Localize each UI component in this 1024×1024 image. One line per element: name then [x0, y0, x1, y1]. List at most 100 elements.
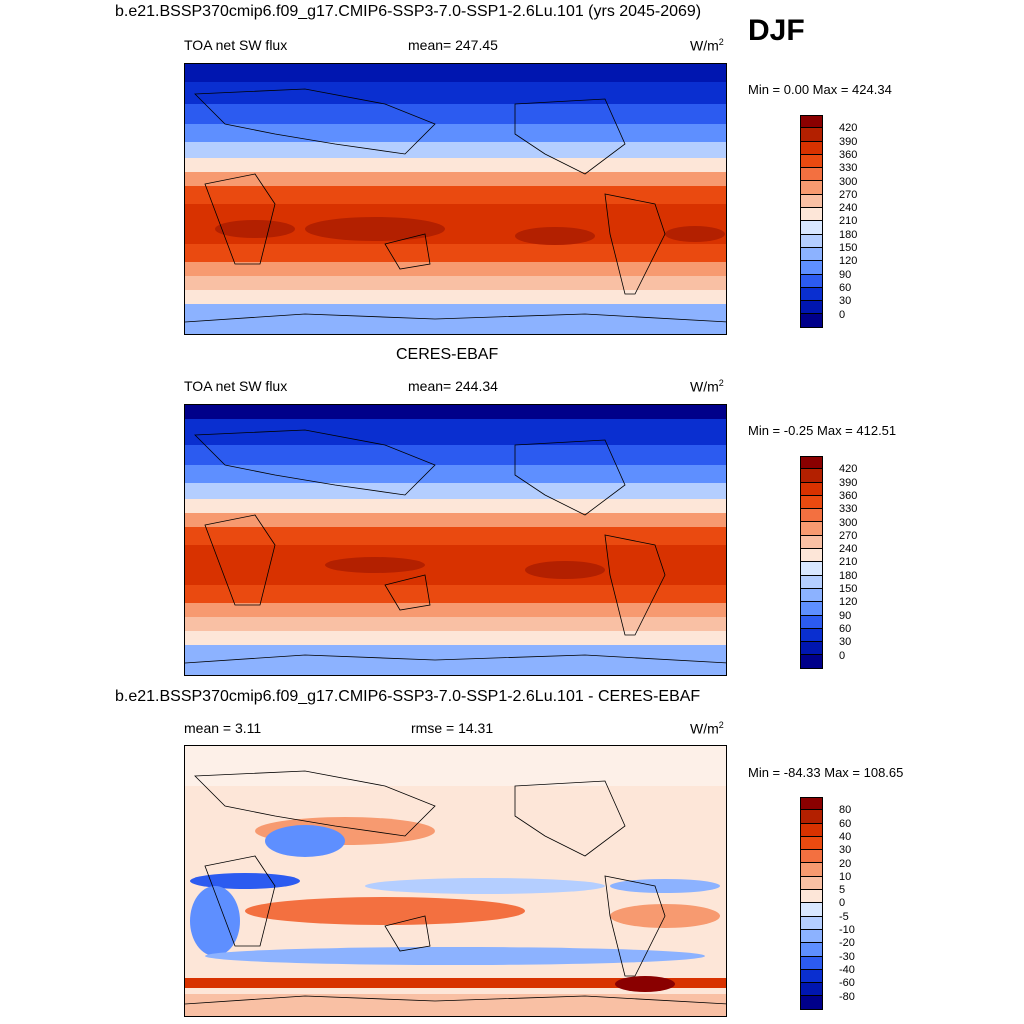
panel1-variable-label: TOA net SW flux: [184, 37, 288, 53]
colorbar-swatch: [800, 181, 823, 195]
colorbar-swatch: [800, 890, 823, 904]
panel2-minmax: Min = -0.25 Max = 412.51: [748, 423, 897, 438]
colorbar-swatch: [800, 562, 823, 576]
colorbar-tick-label: 390: [839, 135, 858, 148]
colorbar-swatch: [800, 168, 823, 182]
colorbar-tick-label: 420: [839, 463, 858, 476]
colorbar-swatch: [800, 495, 823, 510]
panel2-mean-label: mean= 244.34: [408, 378, 498, 394]
colorbar-swatch: [800, 141, 823, 155]
colorbar-swatch: [800, 261, 823, 275]
colorbar-swatch: [800, 588, 823, 603]
colorbar-tick-label: 150: [839, 583, 858, 595]
colorbar-tick-label: 30: [839, 295, 852, 308]
colorbar-swatch: [800, 234, 823, 248]
panel3-title: b.e21.BSSP370cmip6.f09_g17.CMIP6-SSP3-7.…: [115, 688, 701, 705]
colorbar-tick-label: -10: [839, 924, 855, 936]
colorbar-tick-label: 20: [839, 857, 852, 870]
colorbar-tick-label: -80: [839, 990, 855, 1003]
colorbar-swatch: [800, 929, 823, 944]
panel3-colorbar: [800, 797, 823, 1010]
colorbar-swatch: [800, 863, 823, 877]
colorbar-swatch: [800, 943, 823, 957]
panel3-map-field: [185, 746, 726, 1016]
panel1-units: W/m2: [690, 37, 724, 54]
colorbar-swatch: [800, 615, 823, 629]
colorbar-swatch: [800, 969, 823, 984]
colorbar-tick-label: 360: [839, 148, 858, 161]
colorbar-swatch: [800, 247, 823, 262]
colorbar-tick-label: 360: [839, 489, 858, 502]
colorbar-swatch: [800, 482, 823, 496]
colorbar-swatch: [800, 154, 823, 169]
colorbar-swatch: [800, 642, 823, 656]
season-label: DJF: [748, 14, 805, 47]
colorbar-tick-label: 210: [839, 556, 858, 569]
colorbar-tick-label: 120: [839, 596, 858, 609]
colorbar-swatch: [800, 602, 823, 616]
colorbar-swatch: [800, 575, 823, 589]
colorbar-tick-label: 180: [839, 569, 858, 582]
colorbar-swatch: [800, 823, 823, 837]
panel2-variable-label: TOA net SW flux: [184, 378, 288, 394]
colorbar-tick-label: 10: [839, 870, 852, 883]
colorbar-swatch: [800, 996, 823, 1010]
colorbar-tick-label: 270: [839, 188, 858, 201]
colorbar-tick-label: 150: [839, 242, 858, 254]
colorbar-tick-label: 40: [839, 830, 852, 843]
panel2-colorbar: [800, 456, 823, 669]
colorbar-tick-label: -60: [839, 977, 855, 990]
colorbar-tick-label: 300: [839, 175, 858, 188]
colorbar-tick-label: 5: [839, 884, 846, 897]
colorbar-swatch: [800, 208, 823, 222]
colorbar-tick-label: -30: [839, 950, 855, 963]
colorbar-swatch: [800, 903, 823, 917]
panel2-map: [184, 404, 727, 676]
colorbar-tick-label: 30: [839, 636, 852, 649]
colorbar-tick-label: 300: [839, 516, 858, 529]
colorbar-swatch: [800, 194, 823, 209]
colorbar-tick-label: 30: [839, 844, 852, 857]
colorbar-tick-label: 60: [839, 622, 852, 635]
panel2-units: W/m2: [690, 378, 724, 395]
colorbar-swatch: [800, 810, 823, 824]
colorbar-swatch: [800, 128, 823, 142]
colorbar-swatch: [800, 655, 823, 669]
colorbar-swatch: [800, 549, 823, 563]
colorbar-tick-label: 120: [839, 255, 858, 268]
panel3-mean-label: mean = 3.11: [184, 720, 262, 736]
colorbar-tick-label: 240: [839, 202, 858, 215]
panel3-map: [184, 745, 727, 1017]
panel1-minmax: Min = 0.00 Max = 424.34: [748, 82, 892, 97]
colorbar-tick-label: 80: [839, 804, 852, 817]
colorbar-swatch: [800, 628, 823, 643]
colorbar-tick-label: 90: [839, 268, 852, 281]
colorbar-tick-label: 210: [839, 215, 858, 228]
colorbar-tick-label: -5: [839, 910, 849, 923]
colorbar-tick-label: 420: [839, 122, 858, 135]
colorbar-tick-label: 0: [839, 897, 846, 910]
colorbar-tick-label: 60: [839, 817, 852, 830]
panel1-map: [184, 63, 727, 335]
panel1-title: b.e21.BSSP370cmip6.f09_g17.CMIP6-SSP3-7.…: [115, 3, 702, 20]
colorbar-swatch: [800, 836, 823, 851]
panel1-colorbar: [800, 115, 823, 328]
colorbar-swatch: [800, 535, 823, 550]
panel1-map-field: [185, 64, 726, 334]
panel1-mean-label: mean= 247.45: [408, 37, 498, 53]
colorbar-tick-label: 270: [839, 529, 858, 542]
colorbar-swatch: [800, 301, 823, 315]
colorbar-swatch: [800, 956, 823, 970]
colorbar-swatch: [800, 221, 823, 235]
colorbar-swatch: [800, 509, 823, 523]
colorbar-tick-label: 60: [839, 281, 852, 294]
colorbar-tick-label: 180: [839, 228, 858, 241]
panel2-map-field: [185, 405, 726, 675]
colorbar-swatch: [800, 287, 823, 302]
panel2-title: CERES-EBAF: [396, 346, 499, 363]
colorbar-swatch: [800, 456, 823, 470]
colorbar-swatch: [800, 274, 823, 288]
colorbar-tick-label: 330: [839, 503, 858, 516]
colorbar-tick-label: 90: [839, 609, 852, 622]
colorbar-swatch: [800, 916, 823, 930]
